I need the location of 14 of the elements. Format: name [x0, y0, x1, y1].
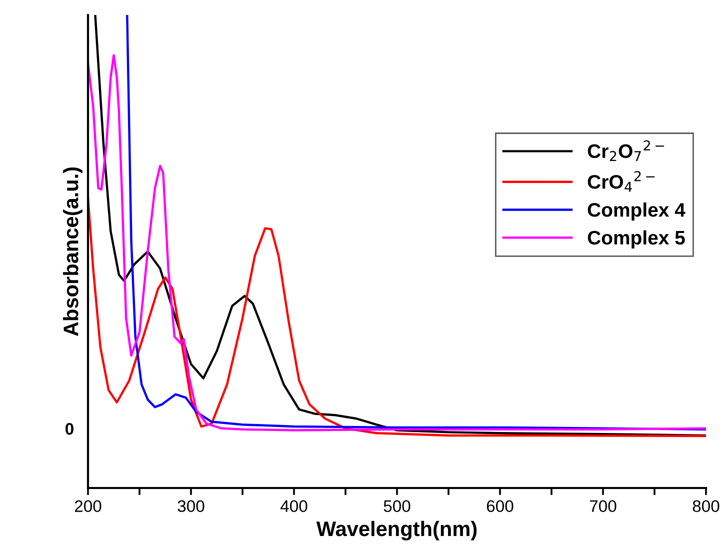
x-tick-label: 600 — [486, 500, 514, 512]
x-tick-label: 300 — [178, 500, 204, 512]
legend-label: Cr$_{2}$O$_{7}$$^{2−}$ — [588, 140, 664, 162]
legend-label: CrO$_{4}$$^{2−}$ — [588, 171, 655, 192]
x-tick-label: 400 — [280, 500, 308, 512]
x-axis-title: Wavelength(nm) — [316, 520, 477, 540]
y-axis-title: Absorbance(a.u.) — [63, 167, 82, 336]
x-tick-label: 700 — [590, 500, 616, 512]
x-tick-label: 500 — [384, 500, 410, 512]
legend-label: Complex 4 — [588, 202, 686, 221]
legend-label: Complex 5 — [588, 230, 685, 248]
x-tick-label: 200 — [74, 500, 102, 512]
text: 0 — [66, 422, 74, 435]
x-tick-label: 800 — [692, 500, 720, 512]
